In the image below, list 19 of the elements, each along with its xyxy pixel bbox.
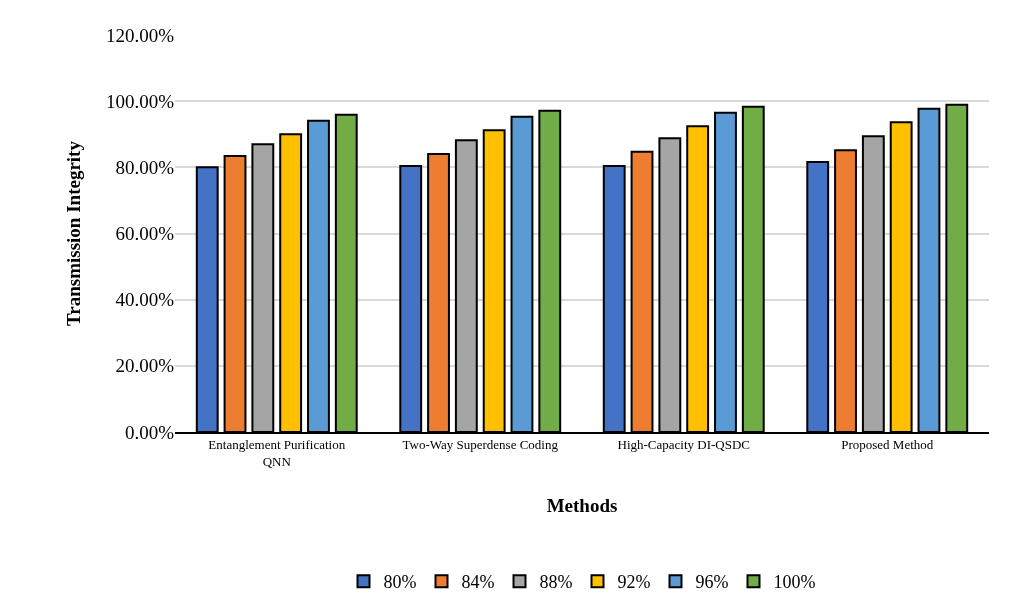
y-tick-label: 120.00%	[105, 24, 175, 46]
y-tick-label: 0.00%	[124, 421, 175, 443]
y-tick-label: 60.00%	[115, 223, 175, 245]
x-axis-title: Methods	[546, 494, 618, 516]
legend-label: 84%	[461, 572, 495, 593]
x-tick-label: Two-Way Superdense Coding	[402, 437, 559, 453]
legend-label: 100%	[773, 572, 816, 593]
x-tick-label: High-Capacity DI-QSDC	[617, 437, 751, 453]
y-tick-label: 100.00%	[105, 90, 175, 112]
x-tick-label: Proposed Method	[841, 437, 934, 453]
y-tick-label: 40.00%	[115, 289, 175, 311]
y-axis-title: Transmission Integrity	[62, 140, 84, 326]
legend-label: 92%	[617, 572, 651, 593]
x-tick-label: Entanglement Purification QNN	[208, 437, 346, 470]
legend-label: 96%	[695, 572, 729, 593]
legend-label: 80%	[383, 572, 417, 593]
y-tick-label: 20.00%	[115, 355, 175, 377]
legend-label: 88%	[539, 572, 573, 593]
y-tick-label: 80.00%	[115, 156, 175, 178]
